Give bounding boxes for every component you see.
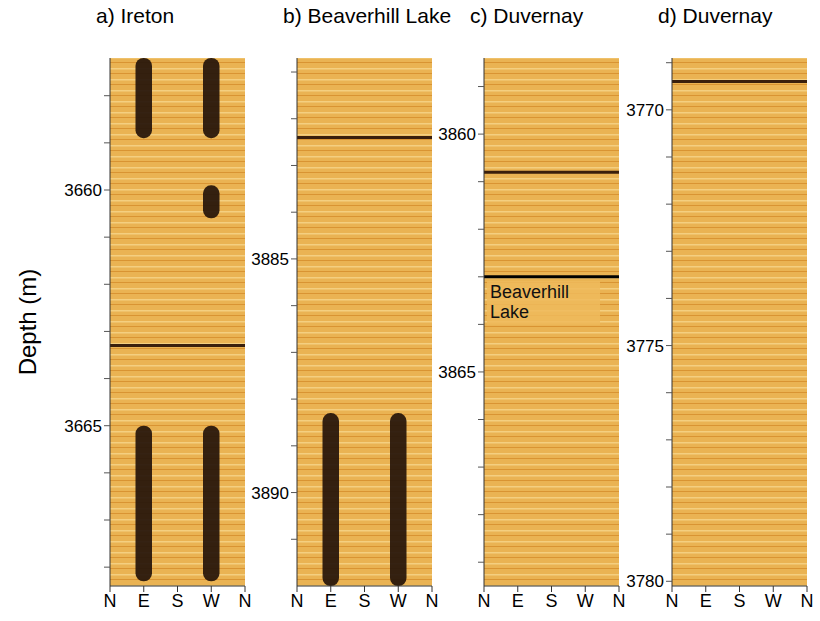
svg-text:N: N [426,591,439,611]
svg-text:3860: 3860 [438,125,476,144]
html-text:d) Duvernay: d) Duvernay [658,4,773,27]
svg-text:E: E [138,591,150,611]
svg-text:N: N [801,591,814,611]
svg-text:W: W [203,591,220,611]
svg-text:3865: 3865 [438,363,476,382]
svg-text:W: W [390,591,407,611]
html-text:c) Duvernay: c) Duvernay [470,4,584,27]
svg-text:N: N [239,591,252,611]
svg-text:S: S [733,591,745,611]
html-text:a) Ireton: a) Ireton [96,4,175,27]
svg-text:3770: 3770 [626,101,664,120]
svg-text:N: N [666,591,679,611]
svg-text:3780: 3780 [626,572,664,591]
svg-text:N: N [478,591,491,611]
svg-text:BeaverhillLake: BeaverhillLake [490,282,569,322]
html-text:Depth (m): Depth (m) [14,268,41,376]
svg-text:3775: 3775 [626,337,664,356]
svg-text:E: E [512,591,524,611]
svg-text:3660: 3660 [64,181,102,200]
svg-text:S: S [545,591,557,611]
svg-text:S: S [171,591,183,611]
svg-text:E: E [700,591,712,611]
svg-text:S: S [358,591,370,611]
svg-text:W: W [577,591,594,611]
svg-text:N: N [104,591,117,611]
svg-text:W: W [765,591,782,611]
svg-text:3665: 3665 [64,417,102,436]
html-text:b) Beaverhill Lake: b) Beaverhill Lake [283,4,452,27]
svg-text:3885: 3885 [251,250,289,269]
svg-text:N: N [613,591,626,611]
svg-text:N: N [291,591,304,611]
svg-text:E: E [325,591,337,611]
svg-text:3890: 3890 [251,484,289,503]
